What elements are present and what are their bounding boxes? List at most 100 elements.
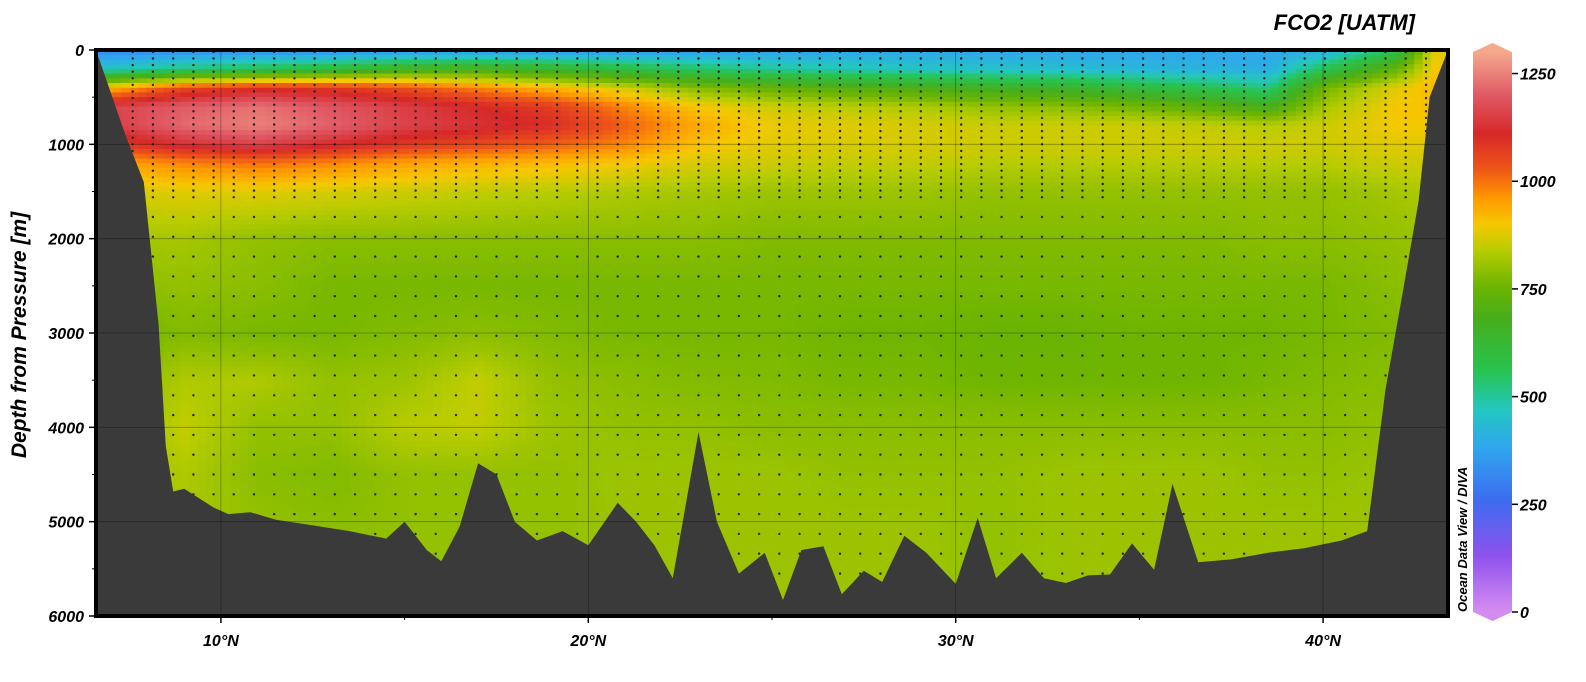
heatmap-cell: [450, 125, 460, 131]
heatmap-cell: [434, 144, 444, 150]
heatmap-cell: [924, 120, 934, 127]
heatmap-cell: [450, 87, 460, 94]
heatmap-cell: [636, 97, 646, 103]
heatmap-cell: [949, 92, 959, 98]
heatmap-cell: [941, 186, 951, 193]
heatmap-cell: [679, 50, 689, 56]
heatmap-cell: [949, 191, 959, 197]
heatmap-cell: [1287, 130, 1297, 136]
heatmap-cell: [695, 149, 705, 155]
heatmap-cell: [814, 83, 824, 89]
heatmap-cell: [222, 87, 232, 94]
heatmap-cell: [121, 73, 131, 79]
heatmap-cell: [248, 97, 258, 103]
heatmap-cell: [864, 167, 874, 174]
heatmap-cell: [611, 78, 621, 84]
heatmap-cell: [408, 139, 418, 145]
heatmap-cell: [205, 186, 215, 193]
heatmap-cell: [628, 149, 638, 155]
heatmap-cell: [949, 167, 959, 174]
heatmap-cell: [1169, 191, 1179, 197]
heatmap-cell: [535, 87, 545, 94]
heatmap-cell: [772, 158, 782, 164]
heatmap-cell: [831, 163, 841, 169]
heatmap-cell: [991, 78, 1001, 84]
heatmap-cell: [628, 97, 638, 103]
heatmap-cell: [1194, 125, 1204, 131]
heatmap-cell: [1025, 87, 1035, 94]
heatmap-cell: [594, 50, 604, 56]
heatmap-cell: [695, 139, 705, 145]
heatmap-cell: [1135, 167, 1145, 174]
heatmap-cell: [1067, 78, 1077, 84]
heatmap-cell: [1270, 78, 1280, 84]
heatmap-cell: [315, 134, 325, 141]
heatmap-cell: [374, 97, 384, 103]
heatmap-cell: [915, 139, 925, 145]
heatmap-cell: [197, 149, 207, 155]
heatmap-cell: [1279, 130, 1289, 136]
heatmap-cell: [873, 172, 883, 178]
heatmap-cell: [932, 78, 942, 84]
heatmap-cell: [239, 149, 249, 155]
heatmap-cell: [1118, 130, 1128, 136]
heatmap-cell: [907, 106, 917, 112]
heatmap-cell: [290, 139, 300, 145]
heatmap-cell: [146, 144, 156, 150]
heatmap-cell: [1169, 149, 1179, 155]
heatmap-cell: [881, 97, 891, 103]
heatmap-cell: [619, 120, 629, 127]
heatmap-cell: [788, 92, 798, 98]
heatmap-cell: [1388, 186, 1398, 193]
heatmap-cell: [1160, 149, 1170, 155]
heatmap-cell: [1177, 87, 1187, 94]
heatmap-cell: [636, 158, 646, 164]
heatmap-cell: [1405, 78, 1415, 84]
heatmap-cell: [763, 78, 773, 84]
heatmap-cell: [1202, 97, 1212, 103]
heatmap-cell: [1000, 78, 1010, 84]
heatmap-cell: [1312, 149, 1322, 155]
heatmap-cell: [729, 125, 739, 131]
heatmap-cell: [535, 172, 545, 178]
heatmap-cell: [1253, 92, 1263, 98]
heatmap-cell: [526, 153, 536, 160]
heatmap-cell: [814, 54, 824, 61]
heatmap-cell: [172, 144, 182, 150]
heatmap-cell: [687, 163, 697, 169]
heatmap-cell: [281, 125, 291, 131]
heatmap-cell: [239, 92, 249, 98]
heatmap-cell: [290, 144, 300, 150]
heatmap-cell: [1253, 167, 1263, 174]
heatmap-cell: [1355, 83, 1365, 89]
heatmap-cell: [814, 139, 824, 145]
heatmap-cell: [1118, 92, 1128, 98]
heatmap-cell: [636, 78, 646, 84]
heatmap-cell: [1076, 73, 1086, 79]
heatmap-cell: [763, 149, 773, 155]
heatmap-cell: [1093, 182, 1103, 188]
heatmap-cell: [214, 92, 224, 98]
heatmap-cell: [611, 167, 621, 174]
heatmap-cell: [1135, 144, 1145, 150]
heatmap-cell: [417, 64, 427, 70]
heatmap-cell: [1329, 73, 1339, 79]
heatmap-cell: [1177, 106, 1187, 112]
heatmap-cell: [349, 149, 359, 155]
heatmap-cell: [594, 87, 604, 94]
heatmap-cell: [695, 64, 705, 70]
heatmap-cell: [1177, 54, 1187, 61]
heatmap-cell: [1279, 144, 1289, 150]
heatmap-cell: [1135, 92, 1145, 98]
heatmap-cell: [1126, 64, 1136, 70]
heatmap-cell: [746, 139, 756, 145]
heatmap-cell: [569, 92, 579, 98]
heatmap-cell: [214, 177, 224, 183]
heatmap-cell: [518, 120, 528, 127]
heatmap-cell: [459, 163, 469, 169]
heatmap-cell: [746, 97, 756, 103]
heatmap-cell: [400, 120, 410, 127]
heatmap-cell: [214, 196, 224, 202]
heatmap-cell: [746, 111, 756, 117]
heatmap-cell: [1025, 92, 1035, 98]
